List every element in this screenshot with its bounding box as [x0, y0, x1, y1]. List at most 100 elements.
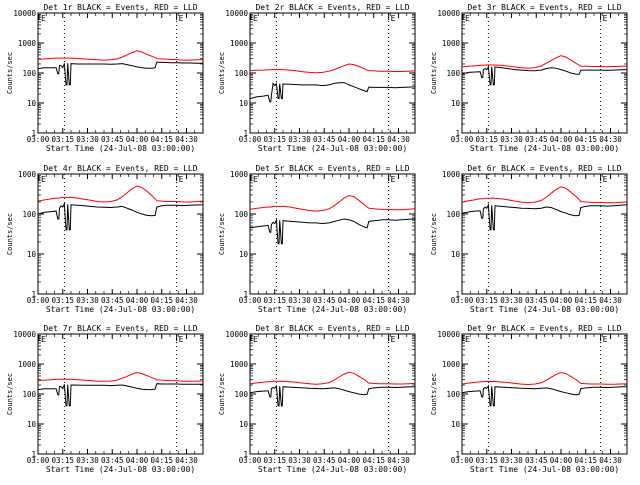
x-tick-label: 03:15 — [263, 456, 286, 465]
y-tick-label: 1000 — [18, 360, 37, 369]
y-tick-label: 1 — [31, 450, 36, 459]
x-tick-label: 04:30 — [387, 135, 410, 144]
y-tick-label: 1 — [455, 290, 460, 299]
y-axis-label: Counts/sec — [6, 373, 14, 415]
x-tick-label: 03:30 — [500, 135, 523, 144]
y-tick-label: 10 — [239, 250, 249, 259]
y-tick-label: 1 — [243, 129, 248, 138]
plot-frame — [37, 173, 204, 295]
events-series-line — [37, 383, 203, 407]
y-tick-label: 1000 — [18, 170, 37, 179]
plot-frame — [37, 333, 204, 455]
plot-frame — [461, 333, 628, 455]
plot-title: Det 8r BLACK = Events, RED = LLD — [255, 324, 409, 333]
y-tick-label: 1 — [455, 450, 460, 459]
y-axis-label: Counts/sec — [218, 213, 226, 255]
x-tick-label: 03:15 — [475, 456, 498, 465]
x-tick-label: 04:00 — [338, 135, 361, 144]
plot-panel-8: Det 8r BLACK = Events, RED = LLD 1 10 100 10… — [218, 324, 416, 474]
x-tick-label: 04:30 — [175, 296, 198, 305]
y-tick-label: 1000 — [230, 39, 249, 48]
x-tick-label: 04:30 — [599, 135, 622, 144]
x-tick-label: 03:00 — [239, 456, 262, 465]
x-tick-label: 03:45 — [313, 456, 336, 465]
marker-label-left: E — [253, 335, 258, 344]
events-series-line — [249, 218, 416, 245]
x-tick-label: 03:15 — [475, 296, 498, 305]
y-axis-label: Counts/sec — [430, 213, 438, 255]
marker-label-left: E — [41, 175, 46, 184]
x-tick-label: 03:00 — [451, 296, 474, 305]
plot-frame — [249, 12, 416, 134]
x-tick-label: 03:45 — [313, 296, 336, 305]
x-tick-label: 03:45 — [313, 135, 336, 144]
x-tick-label: 04:00 — [126, 296, 149, 305]
x-tick-label: 04:00 — [550, 135, 573, 144]
x-axis-label: Start Time (24-Jul-08 03:00:00) — [258, 305, 407, 314]
x-tick-label: 03:00 — [451, 456, 474, 465]
y-tick-label: 10000 — [225, 330, 248, 339]
x-tick-label: 04:00 — [126, 135, 149, 144]
y-tick-label: 1 — [31, 129, 36, 138]
x-tick-label: 04:15 — [362, 456, 385, 465]
x-tick-label: 03:15 — [263, 296, 286, 305]
plot-panel-6: Det 6r BLACK = Events, RED = LLD 1 10 100 10… — [430, 164, 628, 314]
marker-label-right: E — [391, 175, 396, 184]
plot-frame — [249, 173, 416, 295]
x-tick-label: 03:30 — [76, 135, 99, 144]
x-tick-label: 04:30 — [175, 135, 198, 144]
y-tick-label: 10 — [239, 99, 249, 108]
lld-series-line — [37, 185, 204, 203]
marker-label-left: E — [253, 175, 258, 184]
marker-label-left: E — [41, 14, 46, 23]
y-tick-label: 10 — [451, 420, 461, 429]
y-tick-label: 1000 — [442, 170, 461, 179]
x-tick-label: 04:30 — [599, 456, 622, 465]
x-tick-label: 03:45 — [525, 456, 548, 465]
marker-label-right: E — [179, 335, 184, 344]
x-tick-label: 04:15 — [362, 135, 385, 144]
y-tick-label: 1 — [243, 290, 248, 299]
plot-title: Det 9r BLACK = Events, RED = LLD — [467, 324, 621, 333]
x-tick-label: 03:30 — [500, 296, 523, 305]
marker-label-right: E — [179, 175, 184, 184]
x-axis-label: Start Time (24-Jul-08 03:00:00) — [46, 465, 195, 474]
events-series-line — [461, 384, 628, 407]
plot-title: Det 2r BLACK = Events, RED = LLD — [255, 3, 409, 12]
lld-series-line — [461, 186, 628, 204]
x-axis-label: Start Time (24-Jul-08 03:00:00) — [258, 144, 407, 153]
x-tick-label: 03:45 — [525, 135, 548, 144]
plot-panel-9: Det 9r BLACK = Events, RED = LLD 1 10 100 10… — [430, 324, 628, 474]
lld-series-line — [461, 55, 628, 69]
x-tick-label: 03:45 — [101, 135, 124, 144]
x-tick-label: 03:00 — [27, 135, 50, 144]
plot-title: Det 4r BLACK = Events, RED = LLD — [43, 164, 197, 173]
x-tick-label: 04:15 — [362, 296, 385, 305]
x-tick-label: 03:00 — [451, 135, 474, 144]
y-tick-label: 10 — [239, 420, 249, 429]
x-tick-label: 04:00 — [550, 456, 573, 465]
x-axis-label: Start Time (24-Jul-08 03:00:00) — [46, 144, 195, 153]
events-series-line — [461, 202, 628, 231]
x-axis-label: Start Time (24-Jul-08 03:00:00) — [46, 305, 195, 314]
x-tick-label: 04:00 — [126, 456, 149, 465]
x-tick-label: 03:45 — [525, 296, 548, 305]
x-tick-label: 03:00 — [27, 296, 50, 305]
plot-panel-2: Det 2r BLACK = Events, RED = LLD 1 10 100 10… — [218, 3, 416, 153]
x-tick-label: 03:30 — [288, 456, 311, 465]
x-tick-label: 03:30 — [288, 296, 311, 305]
x-tick-label: 04:15 — [574, 135, 597, 144]
plot-panel-4: Det 4r BLACK = Events, RED = LLD 1 10 100 10… — [6, 164, 204, 314]
y-tick-label: 10000 — [13, 330, 36, 339]
marker-label-right: E — [179, 14, 184, 23]
marker-label-right: E — [603, 175, 608, 184]
lld-series-line — [37, 371, 204, 382]
plot-title: Det 6r BLACK = Events, RED = LLD — [467, 164, 621, 173]
x-tick-label: 04:00 — [550, 296, 573, 305]
y-tick-label: 10000 — [437, 330, 460, 339]
y-axis-label: Counts/sec — [218, 52, 226, 94]
events-series-line — [37, 201, 204, 231]
y-tick-label: 10000 — [437, 9, 460, 18]
x-tick-label: 03:15 — [475, 135, 498, 144]
x-tick-label: 03:00 — [239, 135, 262, 144]
